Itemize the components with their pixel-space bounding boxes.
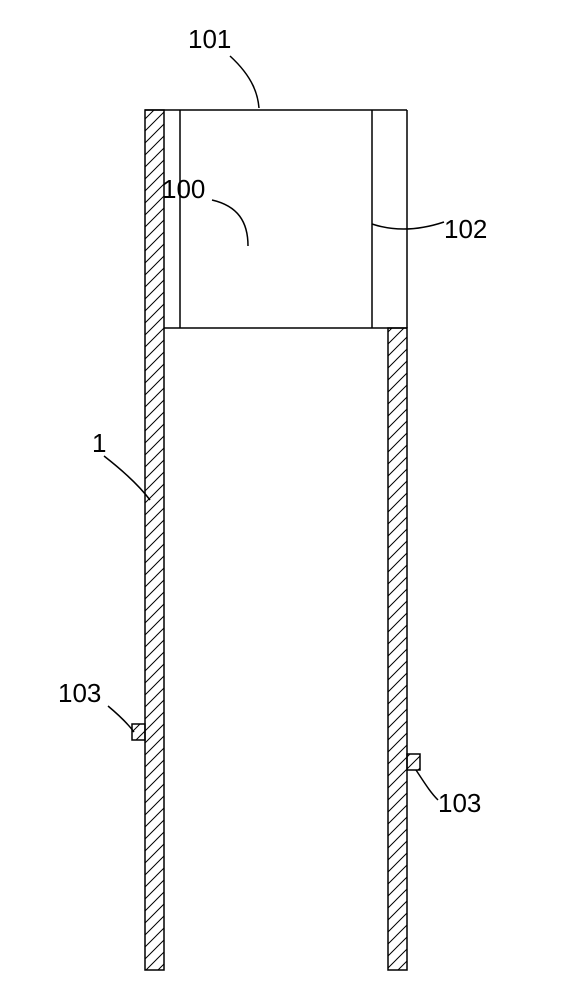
label-103L: 103: [58, 678, 101, 708]
label-1: 1: [92, 428, 106, 458]
inner-insert: [180, 110, 372, 328]
diagram-canvas: 101 100 102 1 103 103: [0, 0, 563, 1000]
leader-1: [104, 456, 150, 500]
leader-101: [230, 56, 259, 108]
right-wall: [388, 328, 407, 970]
label-101: 101: [188, 24, 231, 54]
leader-102: [372, 222, 444, 229]
right-lug: [407, 754, 420, 770]
label-100: 100: [162, 174, 205, 204]
leader-100: [212, 200, 248, 246]
leader-103L: [108, 706, 134, 732]
label-102: 102: [444, 214, 487, 244]
label-103R: 103: [438, 788, 481, 818]
leader-103R: [416, 770, 438, 800]
left-wall: [145, 110, 164, 970]
